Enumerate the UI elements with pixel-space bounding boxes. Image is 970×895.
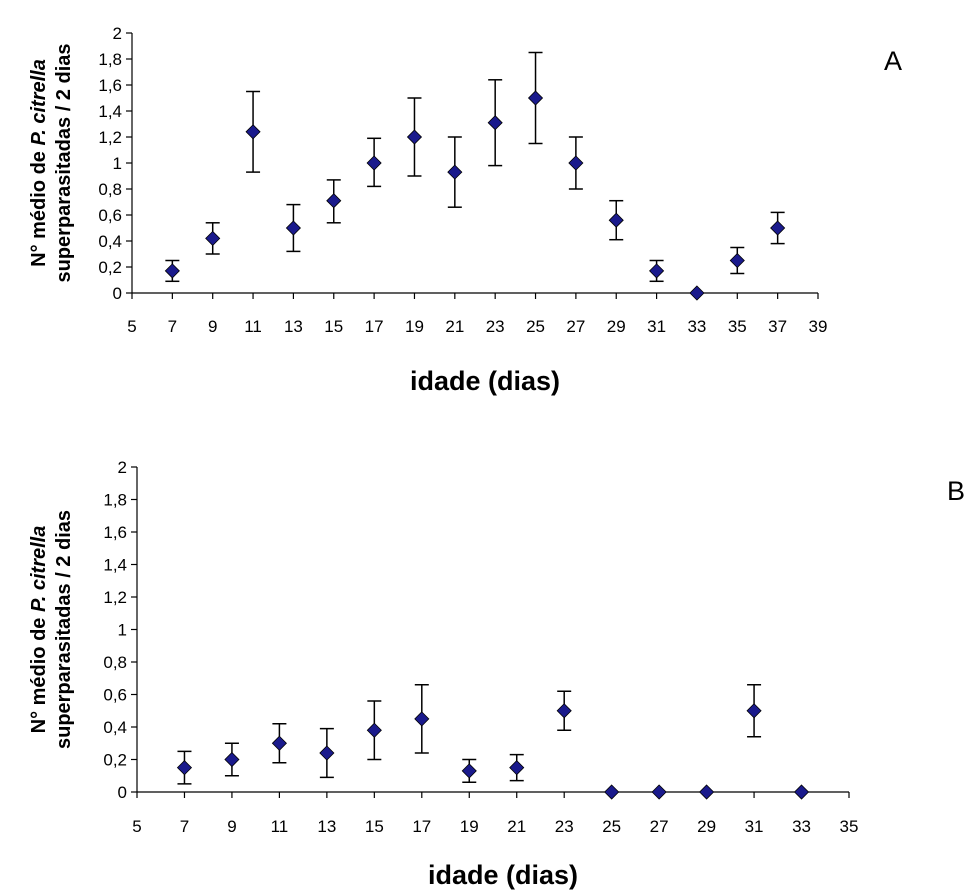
chart-panel-B: 00,20,40,60,811,21,41,61,825 7 9 11 13 15 17 19… bbox=[28, 458, 965, 890]
x-tick-label: 9 bbox=[208, 317, 217, 336]
x-tick-label: 33 bbox=[792, 817, 811, 836]
x-tick-label: 31 bbox=[647, 317, 666, 336]
x-tick-label: 7 bbox=[180, 817, 189, 836]
data-point bbox=[527, 90, 544, 106]
y-tick-label: 0,8 bbox=[103, 653, 127, 672]
y-tick-label: 1,6 bbox=[103, 523, 127, 542]
data-point bbox=[699, 784, 715, 800]
x-tick-label: 23 bbox=[486, 317, 505, 336]
panel-label: B bbox=[947, 476, 965, 506]
chart-panel-A: 00,20,40,60,811,21,41,61,825 7 9 11 13 15 17 19… bbox=[28, 24, 902, 396]
data-point bbox=[285, 220, 301, 236]
data-point bbox=[319, 745, 335, 761]
x-tick-label: 13 bbox=[284, 317, 303, 336]
x-tick-label: 19 bbox=[405, 317, 424, 336]
data-point bbox=[271, 735, 287, 751]
x-tick-label: 21 bbox=[445, 317, 464, 336]
y-tick-label: 0 bbox=[113, 284, 122, 303]
data-point bbox=[649, 263, 665, 279]
data-point bbox=[245, 124, 261, 140]
x-axis-label: idade (dias) bbox=[410, 366, 560, 396]
x-tick-label: 23 bbox=[555, 817, 574, 836]
data-point bbox=[689, 285, 705, 301]
data-point bbox=[461, 763, 477, 779]
data-point bbox=[793, 784, 810, 800]
y-tick-label: 2 bbox=[118, 458, 127, 477]
x-tick-label: 33 bbox=[687, 317, 706, 336]
x-tick-label: 29 bbox=[697, 817, 716, 836]
x-tick-label: 13 bbox=[317, 817, 336, 836]
y-tick-label: 0,2 bbox=[103, 751, 127, 770]
y-tick-label: 1,8 bbox=[98, 50, 122, 69]
x-tick-label: 5 bbox=[132, 817, 141, 836]
x-tick-label: 15 bbox=[365, 817, 384, 836]
y-tick-label: 1 bbox=[118, 621, 127, 640]
data-point bbox=[447, 164, 463, 180]
x-tick-label: 5 bbox=[127, 317, 136, 336]
y-axis-label-line2: superparasitadas / 2 dias bbox=[53, 510, 75, 749]
data-point bbox=[366, 722, 382, 738]
y-tick-label: 0,6 bbox=[103, 686, 127, 705]
y-axis-label-line2: superparasitadas / 2 dias bbox=[53, 43, 75, 282]
y-tick-label: 2 bbox=[113, 24, 122, 43]
data-point bbox=[568, 155, 584, 171]
x-tick-label: 17 bbox=[412, 817, 431, 836]
y-tick-label: 0,4 bbox=[98, 232, 122, 251]
y-tick-label: 0,8 bbox=[98, 180, 122, 199]
data-point bbox=[604, 784, 620, 800]
y-tick-label: 1,4 bbox=[103, 556, 127, 575]
data-point bbox=[729, 252, 745, 269]
x-tick-label: 9 bbox=[227, 817, 236, 836]
data-point bbox=[509, 760, 525, 776]
x-tick-label: 21 bbox=[507, 817, 526, 836]
data-point bbox=[556, 703, 572, 719]
x-axis-label: idade (dias) bbox=[428, 860, 578, 890]
x-tick-label: 31 bbox=[745, 817, 764, 836]
data-point bbox=[176, 760, 193, 776]
data-point bbox=[746, 703, 762, 719]
data-point bbox=[224, 751, 240, 768]
data-point bbox=[406, 129, 423, 145]
y-tick-label: 1,6 bbox=[98, 76, 122, 95]
data-point bbox=[414, 711, 430, 727]
x-tick-label: 7 bbox=[168, 317, 177, 336]
data-point bbox=[366, 155, 382, 171]
panel-label: A bbox=[884, 46, 902, 76]
y-tick-label: 1,2 bbox=[98, 128, 122, 147]
y-tick-label: 0,4 bbox=[103, 718, 127, 737]
x-tick-label: 29 bbox=[607, 317, 626, 336]
x-tick-label: 25 bbox=[526, 317, 545, 336]
y-tick-label: 1,8 bbox=[103, 491, 127, 510]
data-point bbox=[770, 220, 786, 236]
x-tick-label: 27 bbox=[566, 317, 585, 336]
x-tick-label: 35 bbox=[840, 817, 859, 836]
data-point bbox=[608, 212, 624, 228]
x-tick-label: 39 bbox=[809, 317, 828, 336]
y-tick-label: 0,6 bbox=[98, 206, 122, 225]
data-point bbox=[651, 784, 667, 800]
x-tick-label: 19 bbox=[460, 817, 479, 836]
y-tick-label: 1,4 bbox=[98, 102, 122, 121]
x-tick-label: 35 bbox=[728, 317, 747, 336]
data-point bbox=[326, 193, 342, 209]
x-tick-label: 17 bbox=[365, 317, 384, 336]
data-point bbox=[205, 230, 221, 246]
x-tick-label: 25 bbox=[602, 817, 621, 836]
data-point bbox=[164, 263, 180, 279]
x-tick-label: 37 bbox=[768, 317, 787, 336]
x-tick-label: 11 bbox=[244, 317, 262, 336]
y-tick-label: 0 bbox=[118, 783, 127, 802]
x-tick-label: 11 bbox=[271, 817, 289, 836]
y-axis-label-line1: N° médio de P. citrella bbox=[28, 526, 50, 734]
y-tick-label: 1 bbox=[113, 154, 122, 173]
y-axis-label-line1: N° médio de P. citrella bbox=[28, 59, 50, 267]
y-tick-label: 0,2 bbox=[98, 258, 122, 277]
y-tick-label: 1,2 bbox=[103, 588, 127, 607]
x-tick-label: 15 bbox=[324, 317, 343, 336]
data-point bbox=[487, 115, 503, 131]
x-tick-label: 27 bbox=[650, 817, 669, 836]
